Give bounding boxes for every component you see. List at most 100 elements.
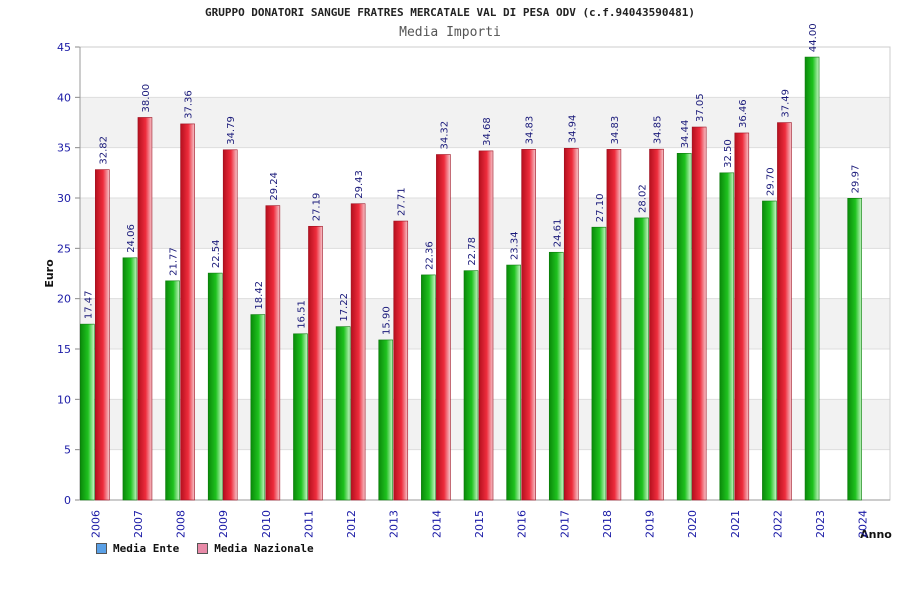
bar-nazionale (734, 132, 750, 501)
bar-ente (250, 314, 266, 501)
value-label-ente: 27.10 (595, 194, 606, 223)
value-label-ente: 24.61 (552, 219, 563, 248)
y-tick-label: 30 (57, 192, 71, 205)
legend-item-ente: Media Ente (96, 542, 179, 555)
x-tick-label: 2021 (729, 510, 742, 538)
value-label-nazionale: 34.68 (482, 117, 493, 146)
y-tick-label: 15 (57, 343, 71, 356)
value-label-ente: 34.44 (680, 120, 691, 149)
value-label-nazionale: 32.82 (98, 136, 109, 165)
bar-ente (762, 200, 777, 501)
value-label-ente: 17.22 (339, 293, 350, 322)
value-label-ente: 32.50 (723, 139, 734, 168)
y-tick-label: 25 (57, 242, 71, 255)
value-label-nazionale: 34.94 (567, 115, 578, 144)
bar-ente (122, 257, 138, 501)
bar-ente (719, 172, 735, 501)
value-label-nazionale: 34.83 (610, 116, 621, 145)
x-tick-label: 2020 (686, 510, 699, 538)
x-tick-label: 2007 (132, 510, 145, 538)
value-label-nazionale: 29.24 (269, 172, 280, 201)
y-tick-label: 5 (64, 444, 71, 457)
bar-ente (165, 280, 180, 501)
bar-nazionale (649, 148, 664, 501)
chart-subtitle: Media Importi (399, 25, 501, 40)
legend-label-ente: Media Ente (113, 542, 180, 555)
x-tick-label: 2022 (771, 510, 784, 538)
value-label-ente: 24.06 (126, 224, 137, 253)
bar-ente (548, 251, 564, 501)
legend-item-nazionale: Media Nazionale (197, 542, 314, 555)
bar-nazionale (606, 149, 622, 501)
value-label-nazionale: 38.00 (141, 84, 152, 113)
y-axis-label: Euro (43, 259, 56, 288)
x-tick-label: 2009 (217, 510, 230, 538)
x-tick-label: 2019 (644, 510, 657, 538)
value-label-nazionale: 34.79 (226, 116, 237, 145)
x-tick-label: 2013 (388, 510, 401, 538)
legend-swatch-nazionale (197, 543, 209, 554)
value-label-ente: 29.70 (765, 167, 776, 196)
y-tick-label: 10 (57, 393, 71, 406)
bar-nazionale (180, 123, 195, 501)
value-label-nazionale: 37.49 (780, 89, 791, 118)
y-tick-label: 20 (57, 293, 71, 306)
bar-ente (335, 326, 351, 501)
grid-band (80, 97, 890, 148)
bar-nazionale (137, 117, 153, 501)
value-label-ente: 29.97 (851, 165, 862, 194)
bar-nazionale (95, 169, 110, 501)
value-label-nazionale: 37.05 (695, 93, 706, 122)
y-tick-label: 0 (64, 494, 71, 507)
value-label-nazionale: 34.83 (525, 116, 536, 145)
bar-nazionale (265, 205, 281, 501)
value-label-ente: 22.36 (424, 241, 435, 270)
bar-nazionale (350, 203, 366, 501)
bar-ente (378, 339, 394, 501)
chart-title: GRUPPO DONATORI SANGUE FRATRES MERCATALE… (204, 6, 696, 19)
value-label-nazionale: 34.32 (439, 121, 450, 150)
bar-ente (847, 198, 862, 501)
value-label-ente: 15.90 (382, 306, 393, 335)
legend-label-nazionale: Media Nazionale (214, 542, 314, 555)
legend-swatch-ente (96, 543, 107, 554)
value-label-ente: 28.02 (638, 184, 649, 213)
x-tick-label: 2017 (558, 510, 571, 538)
value-label-ente: 22.78 (467, 237, 478, 266)
value-label-nazionale: 36.46 (738, 99, 749, 128)
value-label-ente: 16.51 (296, 300, 307, 329)
x-tick-label: 2006 (89, 510, 102, 538)
value-label-ente: 22.54 (211, 239, 222, 268)
value-label-ente: 44.00 (808, 23, 819, 52)
bar-ente (506, 264, 521, 501)
value-label-nazionale: 37.36 (184, 90, 195, 119)
x-tick-label: 2015 (473, 510, 486, 538)
x-tick-label: 2024 (857, 510, 870, 538)
bar-ente (591, 226, 607, 501)
x-tick-label: 2014 (430, 510, 443, 538)
bar-ente (293, 333, 308, 501)
y-tick-label: 35 (57, 142, 71, 155)
bar-nazionale (478, 150, 494, 501)
bar-ente (634, 217, 649, 501)
x-axis-label: Anno (860, 528, 892, 541)
bar-nazionale (691, 126, 707, 501)
y-tick-label: 40 (57, 91, 71, 104)
bar-nazionale (777, 122, 792, 501)
bar-ente (207, 272, 223, 501)
x-tick-label: 2018 (601, 510, 614, 538)
bar-nazionale (521, 149, 536, 501)
bar-ente (421, 274, 436, 501)
value-label-nazionale: 27.19 (311, 193, 322, 222)
bar-nazionale (563, 147, 579, 501)
bar-nazionale (308, 225, 323, 501)
bar-ente (463, 270, 479, 501)
x-tick-label: 2008 (175, 510, 188, 538)
x-tick-label: 2023 (814, 510, 827, 538)
bar-nazionale (393, 220, 409, 501)
value-label-nazionale: 34.85 (653, 116, 664, 145)
x-tick-label: 2012 (345, 510, 358, 538)
bar-nazionale (436, 154, 451, 501)
